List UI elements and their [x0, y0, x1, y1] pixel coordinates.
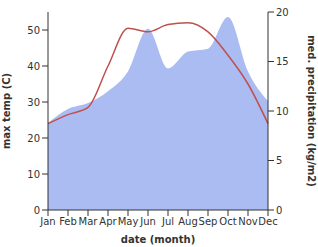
svg-text:Feb: Feb	[59, 216, 77, 227]
svg-text:20: 20	[276, 7, 289, 18]
svg-text:5: 5	[276, 155, 282, 166]
svg-text:10: 10	[27, 169, 40, 180]
svg-text:Mar: Mar	[79, 216, 99, 227]
svg-text:0: 0	[34, 205, 40, 216]
svg-text:max temp (C): max temp (C)	[8, 73, 12, 149]
svg-text:Jul: Jul	[161, 216, 174, 227]
svg-text:date (month): date (month)	[121, 234, 195, 245]
svg-text:Nov: Nov	[238, 216, 258, 227]
svg-text:10: 10	[276, 106, 289, 117]
svg-text:Jun: Jun	[139, 216, 156, 227]
svg-text:15: 15	[276, 56, 289, 67]
svg-text:Apr: Apr	[99, 216, 117, 227]
svg-text:Jan: Jan	[39, 216, 55, 227]
svg-text:0: 0	[276, 205, 282, 216]
svg-text:20: 20	[27, 133, 40, 144]
svg-text:30: 30	[27, 97, 40, 108]
svg-text:Sep: Sep	[199, 216, 218, 227]
svg-text:May: May	[118, 216, 139, 227]
svg-text:med. precipitation (kg/m2): med. precipitation (kg/m2)	[306, 35, 310, 187]
svg-text:Aug: Aug	[178, 216, 198, 227]
svg-text:Oct: Oct	[219, 216, 236, 227]
svg-text:Dec: Dec	[258, 216, 277, 227]
svg-text:40: 40	[27, 61, 40, 72]
svg-text:50: 50	[27, 25, 40, 36]
